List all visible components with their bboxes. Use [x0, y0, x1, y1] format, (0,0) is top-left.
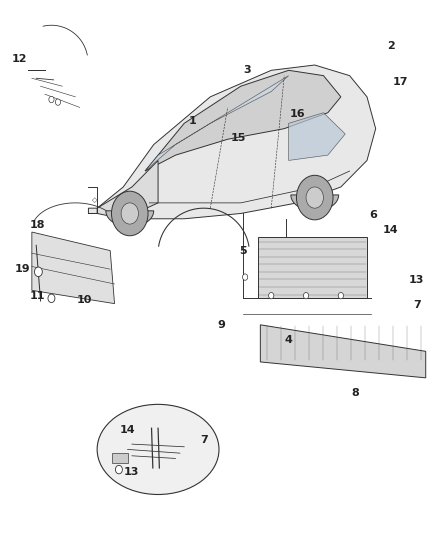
Circle shape: [112, 191, 148, 236]
Text: 4: 4: [285, 335, 293, 345]
Circle shape: [297, 175, 333, 220]
Text: 14: 14: [382, 225, 398, 236]
Circle shape: [338, 293, 343, 299]
Circle shape: [121, 203, 138, 224]
Text: 6: 6: [370, 209, 378, 220]
Text: 5: 5: [239, 246, 247, 256]
Polygon shape: [106, 211, 154, 227]
Text: 16: 16: [290, 109, 305, 119]
Text: 17: 17: [393, 77, 409, 87]
Polygon shape: [97, 160, 158, 219]
Text: 19: 19: [14, 264, 30, 274]
Circle shape: [243, 274, 248, 280]
Circle shape: [116, 465, 122, 474]
Circle shape: [55, 99, 60, 106]
Polygon shape: [260, 325, 426, 378]
Text: 10: 10: [76, 295, 92, 305]
Text: 3: 3: [244, 66, 251, 75]
Polygon shape: [113, 453, 127, 463]
Circle shape: [268, 293, 274, 299]
Polygon shape: [258, 237, 367, 298]
Text: 11: 11: [29, 290, 45, 301]
Text: 12: 12: [12, 54, 28, 63]
Circle shape: [306, 187, 323, 208]
Polygon shape: [291, 195, 339, 211]
Text: 14: 14: [120, 425, 135, 435]
Polygon shape: [32, 232, 115, 304]
Text: 1: 1: [189, 116, 197, 126]
Circle shape: [304, 293, 309, 299]
Circle shape: [48, 294, 55, 303]
Polygon shape: [289, 113, 345, 160]
Polygon shape: [145, 76, 289, 171]
Ellipse shape: [97, 405, 219, 495]
Polygon shape: [88, 65, 376, 219]
Text: 7: 7: [413, 300, 421, 310]
Text: 7: 7: [200, 435, 208, 446]
Text: 13: 13: [409, 274, 424, 285]
Circle shape: [49, 96, 54, 103]
Text: 8: 8: [351, 387, 359, 398]
Text: 2: 2: [387, 42, 395, 52]
Circle shape: [35, 267, 42, 277]
Text: 13: 13: [124, 467, 139, 477]
Text: 18: 18: [29, 220, 45, 230]
Polygon shape: [145, 70, 341, 171]
Text: 15: 15: [231, 133, 246, 143]
Text: ◇: ◇: [92, 197, 98, 203]
Text: 9: 9: [217, 320, 225, 330]
